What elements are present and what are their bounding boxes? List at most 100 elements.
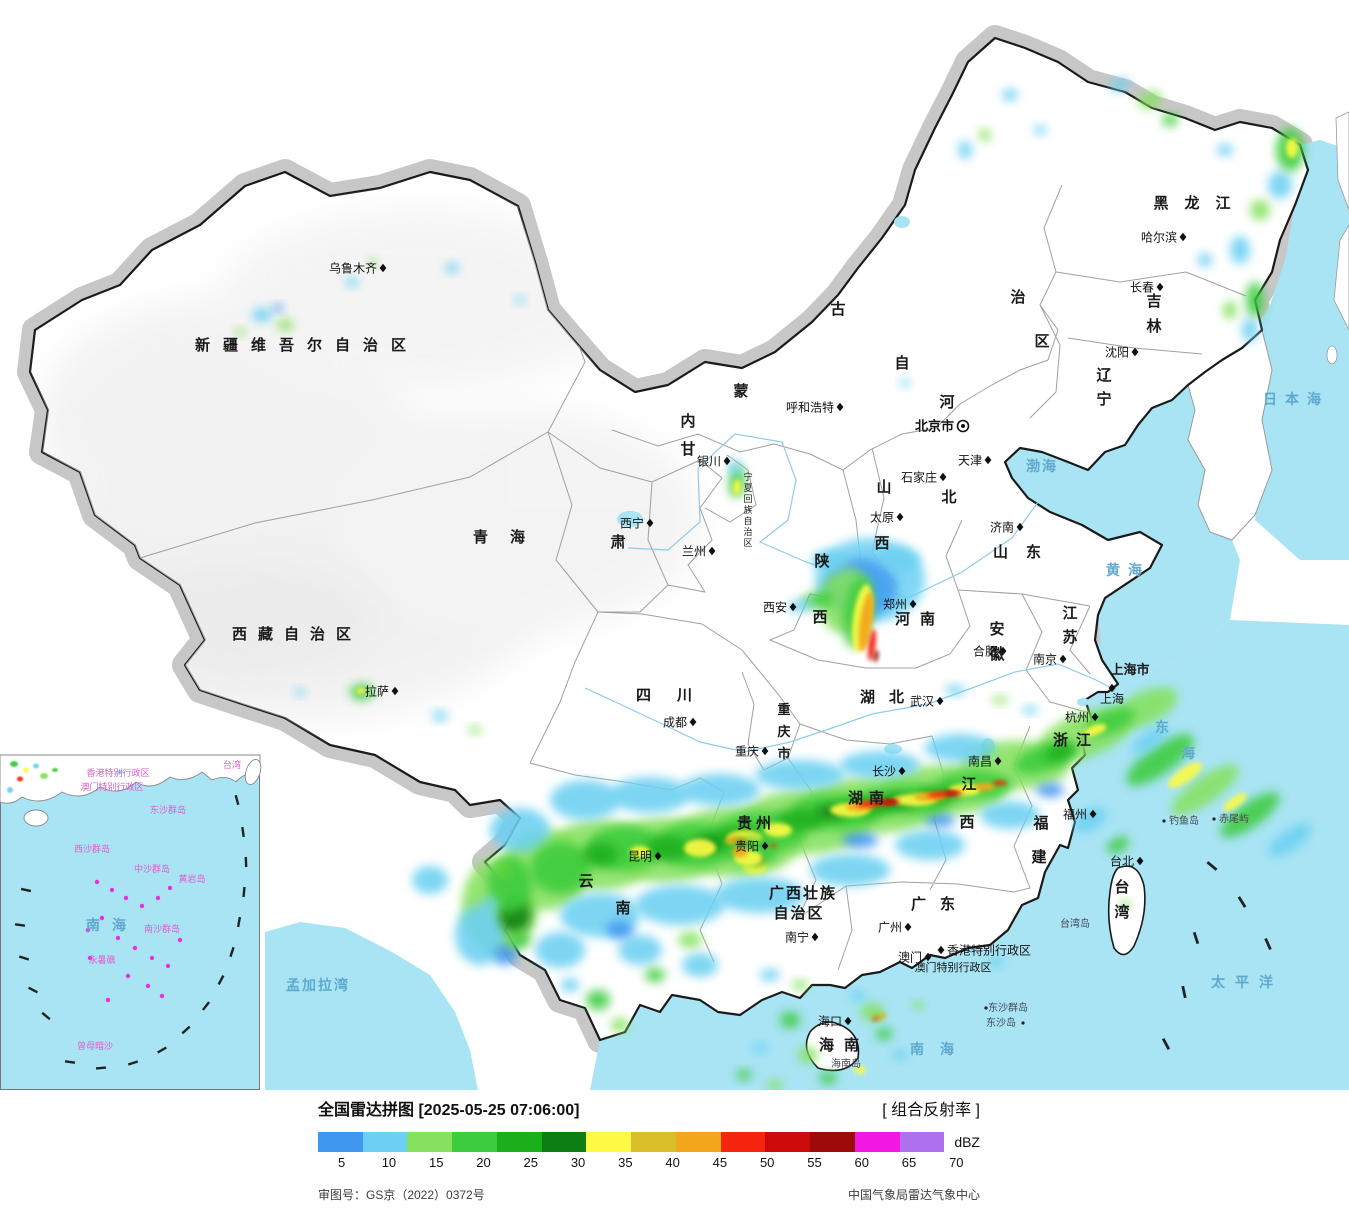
sea-label: 渤海: [1026, 458, 1058, 474]
inset-radar-echo: [33, 763, 39, 769]
province-label: 建: [1031, 848, 1047, 866]
inset-reef-dot: [125, 973, 131, 979]
city-marker: [904, 922, 912, 932]
inset-reef-dot: [87, 955, 93, 961]
city-marker: [939, 472, 947, 482]
inset-taiwan: [244, 758, 262, 786]
radar-echo: [252, 308, 272, 322]
province-label: 重庆市: [776, 702, 790, 761]
radar-echo: [895, 830, 965, 860]
inset-island-label: 西沙群岛: [74, 843, 110, 854]
inset-boundary-dash: [234, 794, 240, 806]
radar-echo: [732, 479, 742, 495]
radar-echo: [867, 629, 877, 661]
radar-echo: [980, 801, 1040, 829]
hainan-island: [805, 1021, 860, 1072]
radar-echo: [858, 592, 874, 652]
province-label: 黑龙江: [1153, 194, 1246, 212]
city-marker: [761, 746, 769, 756]
radar-echo: [988, 957, 1004, 967]
inset-reef-dot: [105, 997, 111, 1003]
radar-echo: [819, 1072, 837, 1084]
radar-echo: [753, 1043, 767, 1053]
island-dot: [1021, 1021, 1025, 1025]
island-label: 钓鱼岛: [1169, 814, 1199, 827]
boundary-dash: [1161, 1038, 1171, 1050]
legend-swatch-50: [720, 1132, 766, 1152]
radar-echo: [1250, 200, 1270, 220]
radar-echo: [992, 696, 1008, 704]
province-label: 内: [680, 412, 695, 430]
radar-echo: [606, 921, 634, 939]
radar-echo: [1242, 318, 1258, 342]
city-label: 南昌: [968, 754, 992, 769]
radar-echo: [873, 650, 879, 662]
province-label: 湖北: [860, 689, 918, 706]
inset-reef-dot: [109, 887, 115, 893]
inset-sea-label: 南海: [86, 917, 138, 933]
province-char: 辽: [1096, 367, 1111, 384]
inset-reef-dot: [132, 945, 138, 951]
radar-echo: [760, 969, 780, 981]
map-label-layer: 黑龙江吉林辽宁内蒙古自治区新疆维吾尔自治区甘肃青海西藏自治区四川云南贵州重庆市陕…: [195, 194, 1321, 1070]
radar-echo: [295, 688, 305, 696]
inset-reef-dot: [149, 955, 155, 961]
radar-echo: [356, 688, 366, 694]
legend-value-65: 65: [901, 1155, 917, 1170]
province-char: 宁: [1096, 390, 1111, 408]
city-marker: [723, 456, 731, 466]
province-char: 安: [989, 620, 1004, 638]
radar-echo: [854, 1066, 866, 1074]
japan-sliver-north: [1335, 111, 1349, 211]
inset-boundary-dash: [95, 1066, 107, 1070]
province-char: 治: [743, 526, 752, 537]
radar-echo: [1171, 764, 1239, 816]
inset-reef-dot: [99, 915, 105, 921]
inset-reef-dot: [177, 937, 183, 943]
province-label: 青海: [473, 528, 547, 546]
province-char: 回: [743, 494, 752, 504]
inset-reef-dot: [139, 903, 145, 909]
product-label: [ 组合反射率 ]: [882, 1102, 980, 1119]
province-char: 台: [1114, 878, 1129, 896]
radar-echo: [490, 808, 550, 852]
city-marker: [646, 518, 654, 528]
legend-colorbar: [318, 1132, 945, 1152]
legend-value-15: 15: [428, 1155, 444, 1170]
city-label: 福州: [1063, 807, 1087, 822]
city-marker: [761, 841, 769, 851]
legend-value-25: 25: [523, 1155, 538, 1170]
capital-marker: [956, 419, 970, 433]
radar-echo: [611, 1018, 629, 1032]
province-label: 治: [1010, 288, 1025, 306]
city-marker: [708, 546, 716, 556]
radar-echo: [1138, 91, 1162, 109]
city-label: 兰州: [682, 545, 706, 559]
radar-echo: [482, 897, 498, 913]
province-label: 吉林: [1146, 292, 1162, 335]
inset-reef-dot: [155, 895, 161, 901]
inset-island-label: 香港特别行政区: [86, 767, 149, 778]
city-marker: [379, 263, 387, 273]
radar-echo-layer: [235, 78, 1312, 1090]
radar-echo: [445, 263, 459, 273]
province-label: 北: [941, 489, 956, 506]
city-label: 成都: [663, 716, 687, 730]
city-marker: [836, 402, 844, 412]
city-marker: [1179, 232, 1187, 242]
city-label: 石家庄: [901, 470, 937, 485]
inset-island-label: 澳门特别行政区: [80, 781, 143, 792]
legend-value-20: 20: [476, 1155, 491, 1170]
province-label: 江: [961, 775, 976, 793]
inset-island-label: 曾母暗沙: [77, 1040, 113, 1051]
korea-peninsula: [1187, 329, 1273, 541]
radar-echo: [764, 823, 792, 837]
city-label: 南京: [1033, 652, 1057, 667]
city-marker: [391, 686, 399, 696]
radar-echo: [860, 1003, 884, 1021]
island-label: 台湾岛: [1060, 917, 1090, 930]
city-label: 呼和浩特: [786, 400, 834, 415]
city-marker: [1156, 282, 1164, 292]
inset-reef-dot: [94, 879, 100, 885]
province-label: 江苏: [1062, 604, 1077, 646]
